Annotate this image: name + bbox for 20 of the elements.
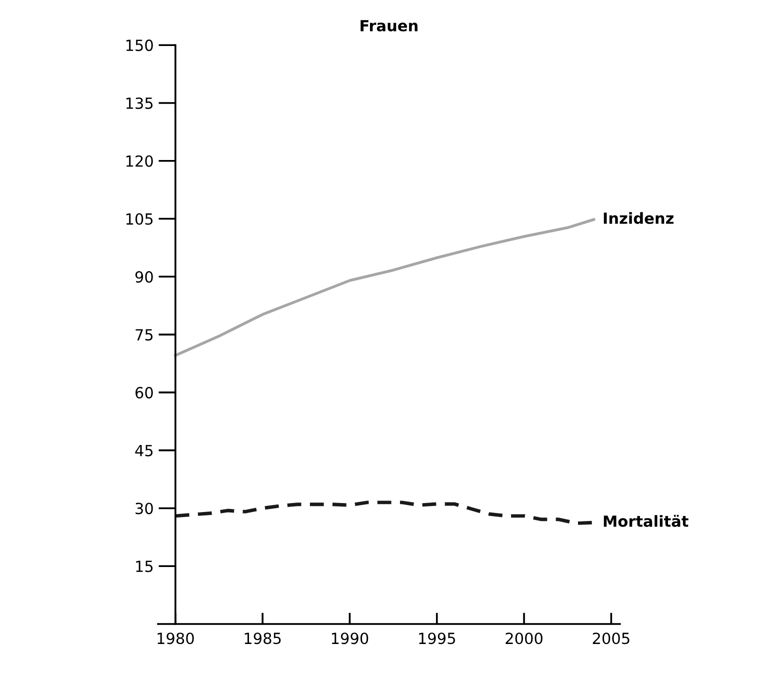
y-tick-label: 120 bbox=[126, 155, 153, 167]
y-tick-label: 15 bbox=[136, 560, 153, 572]
chart-title: Frauen bbox=[360, 20, 418, 32]
x-tick-label: 1985 bbox=[244, 632, 281, 644]
series-label: Mortalität bbox=[604, 514, 688, 527]
y-tick-label: 60 bbox=[136, 386, 153, 398]
y-tick-label: 90 bbox=[135, 271, 153, 283]
x-tick-label: 1980 bbox=[158, 632, 194, 644]
y-tick-label: 75 bbox=[136, 329, 153, 341]
y-tick-label: 30 bbox=[136, 502, 153, 514]
x-tick-label: 2000 bbox=[506, 632, 542, 644]
x-tick-label: 1990 bbox=[332, 632, 368, 644]
y-tick-label: 150 bbox=[126, 40, 153, 52]
series-label: Inzidenz bbox=[604, 212, 674, 224]
x-tick-label: 2005 bbox=[592, 632, 630, 644]
y-tick-label: 45 bbox=[135, 444, 153, 456]
y-tick-label: 105 bbox=[126, 213, 153, 225]
x-tick-label: 1995 bbox=[419, 632, 455, 644]
y-tick-label: 135 bbox=[126, 97, 153, 110]
line-series bbox=[174, 218, 596, 357]
